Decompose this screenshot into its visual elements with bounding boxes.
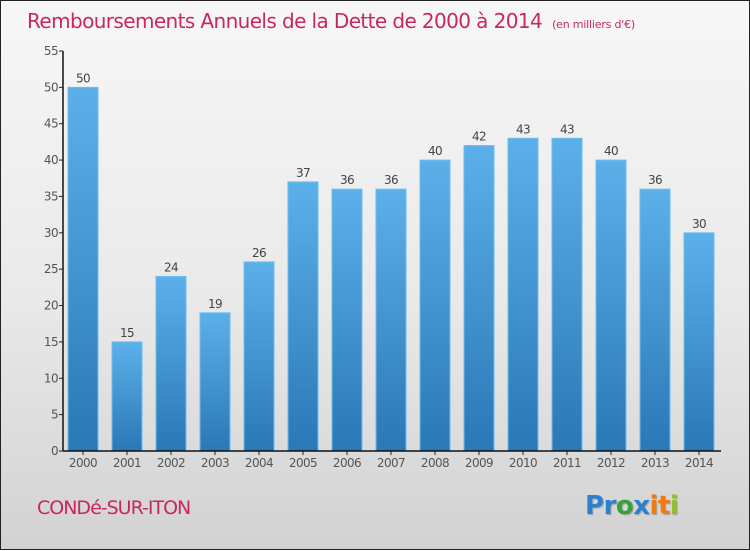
x-tick-label: 2008 [421,456,449,470]
x-tick-label: 2006 [333,456,361,470]
logo-letter: i [669,491,679,521]
y-tick-label: 35 [44,189,58,203]
axes-group: 2000 2001 2002 2003 2004 2005 2006 2007 2008 2009… [44,44,721,470]
bar-value-label: 37 [296,166,310,180]
bar-value-label: 43 [560,122,574,136]
bar-2012 [595,159,627,452]
y-tick-label: 45 [44,117,58,131]
bar-2014 [683,232,715,452]
y-tick-label: 40 [44,153,58,167]
bar-2011 [551,137,583,452]
bar-2006 [331,188,363,452]
bar-2000 [67,86,99,452]
bar-value-label: 36 [340,173,354,187]
logo-letter: x [633,491,650,521]
logo-letter: i [649,491,659,521]
bars-group: 50 15 24 19 26 37 36 36 40 42 43 43 40 36 30 [67,71,715,452]
logo-letter: r [603,491,617,521]
bar-value-label: 24 [164,260,178,274]
y-tick-label: 55 [44,44,58,58]
bar-2002 [155,275,187,452]
y-tick-label: 30 [44,226,58,240]
x-tick-label: 2003 [201,456,229,470]
y-tick-label: 0 [51,444,58,458]
chart-unit-note: (en milliers d'€) [552,18,635,31]
y-tick-label: 5 [51,408,58,422]
x-tick-label: 2000 [69,456,97,470]
x-tick-label: 2004 [245,456,273,470]
logo-letter: o [615,491,634,521]
y-tick-label: 20 [44,299,58,313]
logo-letter: t [657,491,670,521]
x-tick-label: 2009 [465,456,493,470]
x-tick-label: 2013 [641,456,669,470]
chart-title: Remboursements Annuels de la Dette de 20… [27,9,635,33]
bar-2005 [287,181,319,452]
y-tick-label: 25 [44,262,58,276]
bar-2007 [375,188,407,452]
chart-title-text: Remboursements Annuels de la Dette de 20… [27,9,543,33]
y-tick-label: 15 [44,335,58,349]
bar-value-label: 50 [76,71,90,85]
bar-2009 [463,145,495,452]
x-tick-label: 2012 [597,456,625,470]
bar-value-label: 36 [384,173,398,187]
bar-value-label: 26 [252,246,266,260]
x-tick-label: 2002 [157,456,185,470]
bar-2008 [419,159,451,452]
y-tick-label: 10 [44,371,58,385]
bar-value-label: 43 [516,122,530,136]
bar-2003 [199,312,231,452]
bar-2013 [639,188,671,452]
bar-value-label: 15 [120,326,134,340]
bar-2010 [507,137,539,452]
logo-letter: P [585,491,604,521]
bar-value-label: 36 [648,173,662,187]
bar-value-label: 19 [208,297,222,311]
city-name: CONDé-SUR-ITON [37,497,191,519]
x-tick-label: 2010 [509,456,537,470]
x-tick-label: 2005 [289,456,317,470]
y-tick-label: 50 [44,80,58,94]
bar-2004 [243,261,275,452]
bar-value-label: 30 [692,217,706,231]
x-tick-label: 2001 [113,456,141,470]
bar-value-label: 42 [472,130,486,144]
bar-value-label: 40 [428,144,442,158]
x-tick-label: 2011 [553,456,581,470]
x-tick-label: 2007 [377,456,405,470]
bar-2001 [111,341,143,452]
x-tick-label: 2014 [685,456,713,470]
bar-value-label: 40 [604,144,618,158]
proxiti-logo: Proxiti [585,491,679,521]
